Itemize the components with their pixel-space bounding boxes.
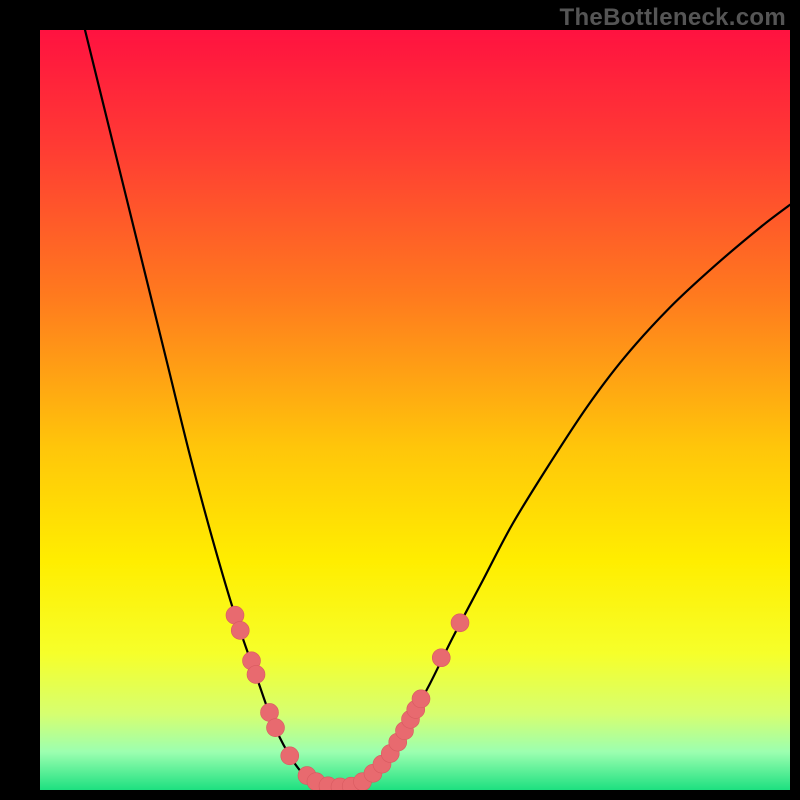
scatter-point	[267, 719, 285, 737]
scatter-point	[281, 747, 299, 765]
chart-gradient-background	[40, 30, 790, 790]
bottleneck-curve-chart	[0, 0, 800, 800]
scatter-point	[451, 614, 469, 632]
scatter-point	[432, 649, 450, 667]
scatter-point	[412, 690, 430, 708]
scatter-point	[247, 665, 265, 683]
chart-stage: TheBottleneck.com	[0, 0, 800, 800]
watermark-text: TheBottleneck.com	[560, 4, 786, 32]
scatter-point	[231, 621, 249, 639]
